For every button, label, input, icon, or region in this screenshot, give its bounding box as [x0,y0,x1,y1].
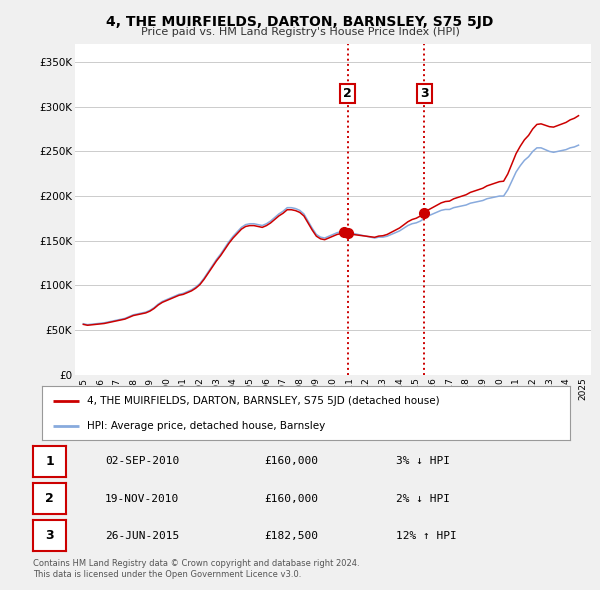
Text: 1: 1 [45,455,54,468]
Text: 3: 3 [420,87,428,100]
Text: 4, THE MUIRFIELDS, DARTON, BARNSLEY, S75 5JD (detached house): 4, THE MUIRFIELDS, DARTON, BARNSLEY, S75… [87,396,440,407]
Text: 26-JUN-2015: 26-JUN-2015 [105,531,179,540]
Text: 2: 2 [45,492,54,505]
Text: Price paid vs. HM Land Registry's House Price Index (HPI): Price paid vs. HM Land Registry's House … [140,27,460,37]
Text: 4, THE MUIRFIELDS, DARTON, BARNSLEY, S75 5JD: 4, THE MUIRFIELDS, DARTON, BARNSLEY, S75… [106,15,494,29]
Text: 3% ↓ HPI: 3% ↓ HPI [396,457,450,466]
Text: £182,500: £182,500 [264,531,318,540]
Text: 12% ↑ HPI: 12% ↑ HPI [396,531,457,540]
Text: This data is licensed under the Open Government Licence v3.0.: This data is licensed under the Open Gov… [33,571,301,579]
Text: 19-NOV-2010: 19-NOV-2010 [105,494,179,503]
Text: 2: 2 [343,87,352,100]
Text: 2% ↓ HPI: 2% ↓ HPI [396,494,450,503]
Text: £160,000: £160,000 [264,494,318,503]
Text: HPI: Average price, detached house, Barnsley: HPI: Average price, detached house, Barn… [87,421,325,431]
Text: 3: 3 [45,529,54,542]
Text: 02-SEP-2010: 02-SEP-2010 [105,457,179,466]
Text: Contains HM Land Registry data © Crown copyright and database right 2024.: Contains HM Land Registry data © Crown c… [33,559,359,568]
Text: £160,000: £160,000 [264,457,318,466]
